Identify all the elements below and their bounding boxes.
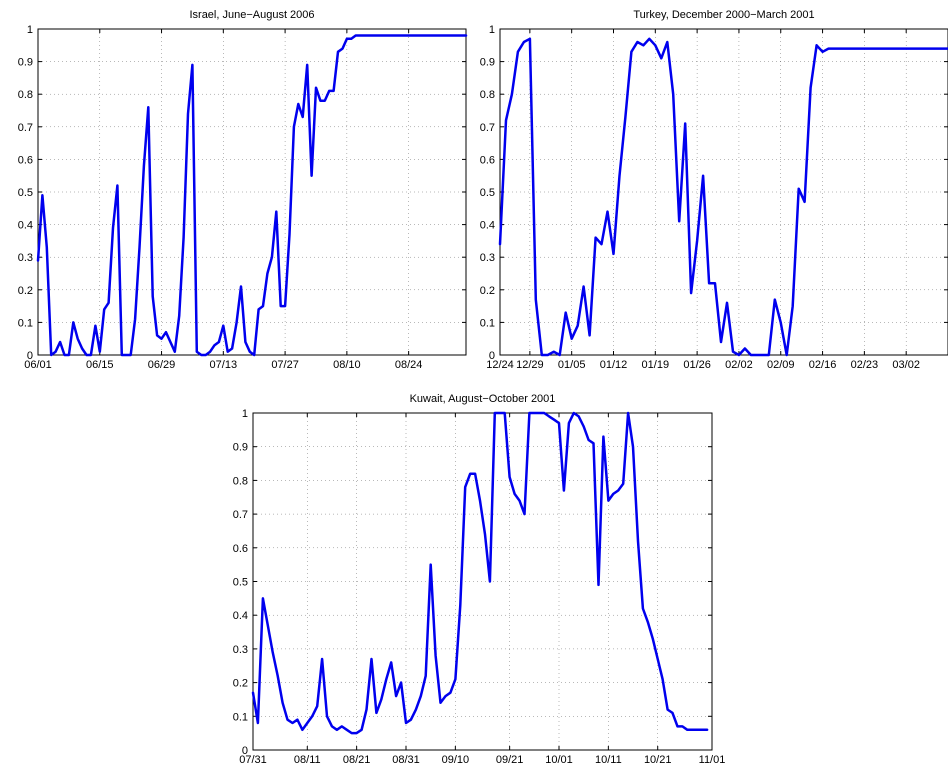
x-tick-label: 10/01 xyxy=(545,754,573,766)
chart-title: Israel, June−August 2006 xyxy=(189,9,314,21)
x-tick-label: 01/12 xyxy=(600,359,628,371)
y-tick-label: 0.3 xyxy=(233,644,248,656)
x-tick-label: 12/29 xyxy=(516,359,544,371)
y-tick-label: 0.9 xyxy=(18,57,33,69)
y-tick-label: 0.7 xyxy=(480,122,495,134)
x-tick-label: 07/27 xyxy=(271,359,299,371)
x-tick-label: 11/01 xyxy=(699,754,726,766)
x-tick-label: 01/19 xyxy=(642,359,670,371)
plot-frame xyxy=(252,412,713,751)
y-tick-label: 0.3 xyxy=(480,252,495,264)
y-tick-label: 0.5 xyxy=(480,187,495,199)
x-tick-label: 06/29 xyxy=(148,359,176,371)
series-line xyxy=(498,37,948,357)
series-line xyxy=(251,411,709,735)
y-tick-label: 0.9 xyxy=(480,57,495,69)
y-tick-label: 0.6 xyxy=(18,154,33,166)
x-tick-label: 10/21 xyxy=(644,754,672,766)
x-tick-label: 01/05 xyxy=(558,359,586,371)
y-tick-label: 0 xyxy=(27,350,33,362)
y-tick-label: 0.1 xyxy=(233,711,248,723)
x-tick-label: 10/11 xyxy=(595,754,622,766)
y-tick-label: 0.3 xyxy=(18,252,33,264)
y-tick-label: 0.4 xyxy=(18,220,33,232)
x-tick-label: 08/10 xyxy=(333,359,361,371)
y-tick-label: 0.1 xyxy=(18,317,33,329)
y-tick-label: 0.5 xyxy=(18,187,33,199)
y-tick-label: 0.2 xyxy=(480,285,495,297)
y-tick-label: 0.7 xyxy=(233,509,248,521)
x-tick-label: 02/02 xyxy=(725,359,753,371)
plot-frame xyxy=(37,28,467,356)
x-tick-label: 08/11 xyxy=(294,754,321,766)
y-tick-label: 0.5 xyxy=(233,577,248,589)
y-tick-label: 0.6 xyxy=(480,154,495,166)
y-tick-label: 0.4 xyxy=(233,610,248,622)
x-tick-label: 01/26 xyxy=(683,359,711,371)
y-tick-label: 1 xyxy=(242,408,248,420)
y-tick-label: 1 xyxy=(27,24,33,36)
chart-title: Turkey, December 2000−March 2001 xyxy=(633,9,814,21)
y-tick-label: 0.4 xyxy=(480,220,495,232)
x-tick-label: 03/02 xyxy=(892,359,920,371)
y-tick-label: 0 xyxy=(489,350,495,362)
chart-1: 0 0.1 0.2 0.3 0.4 0.5 0.6 0.7 0.8 0.9 1 06/01 06/15 0… xyxy=(18,9,468,371)
y-tick-label: 0.8 xyxy=(233,475,248,487)
y-tick-label: 0 xyxy=(242,745,248,757)
x-tick-label: 12/24 xyxy=(486,359,514,371)
x-tick-label: 09/10 xyxy=(442,754,470,766)
x-tick-label: 06/01 xyxy=(24,359,52,371)
x-tick-label: 08/21 xyxy=(343,754,371,766)
chart-title: Kuwait, August−October 2001 xyxy=(410,393,556,405)
x-tick-label: 02/16 xyxy=(809,359,837,371)
y-tick-label: 0.9 xyxy=(233,442,248,454)
x-tick-label: 09/21 xyxy=(496,754,524,766)
x-tick-label: 02/23 xyxy=(851,359,879,371)
x-tick-label: 08/24 xyxy=(395,359,423,371)
x-tick-label: 02/09 xyxy=(767,359,795,371)
y-tick-label: 0.2 xyxy=(233,678,248,690)
y-tick-label: 0.7 xyxy=(18,122,33,134)
x-tick-label: 06/15 xyxy=(86,359,114,371)
y-tick-label: 0.2 xyxy=(18,285,33,297)
series-line xyxy=(36,34,468,357)
x-tick-label: 07/13 xyxy=(210,359,238,371)
chart-2: 0 0.1 0.2 0.3 0.4 0.5 0.6 0.7 0.8 0.9 1 12/24 12/29 0… xyxy=(480,9,948,371)
plot-frame xyxy=(499,28,948,356)
chart-3: 0 0.1 0.2 0.3 0.4 0.5 0.6 0.7 0.8 0.9 1 07/31 08/11 0… xyxy=(233,393,726,766)
y-tick-label: 0.8 xyxy=(18,89,33,101)
x-tick-label: 07/31 xyxy=(239,754,267,766)
y-tick-label: 0.8 xyxy=(480,89,495,101)
x-tick-label: 08/31 xyxy=(392,754,420,766)
y-tick-label: 1 xyxy=(489,24,495,36)
y-tick-label: 0.6 xyxy=(233,543,248,555)
y-tick-label: 0.1 xyxy=(480,317,495,329)
